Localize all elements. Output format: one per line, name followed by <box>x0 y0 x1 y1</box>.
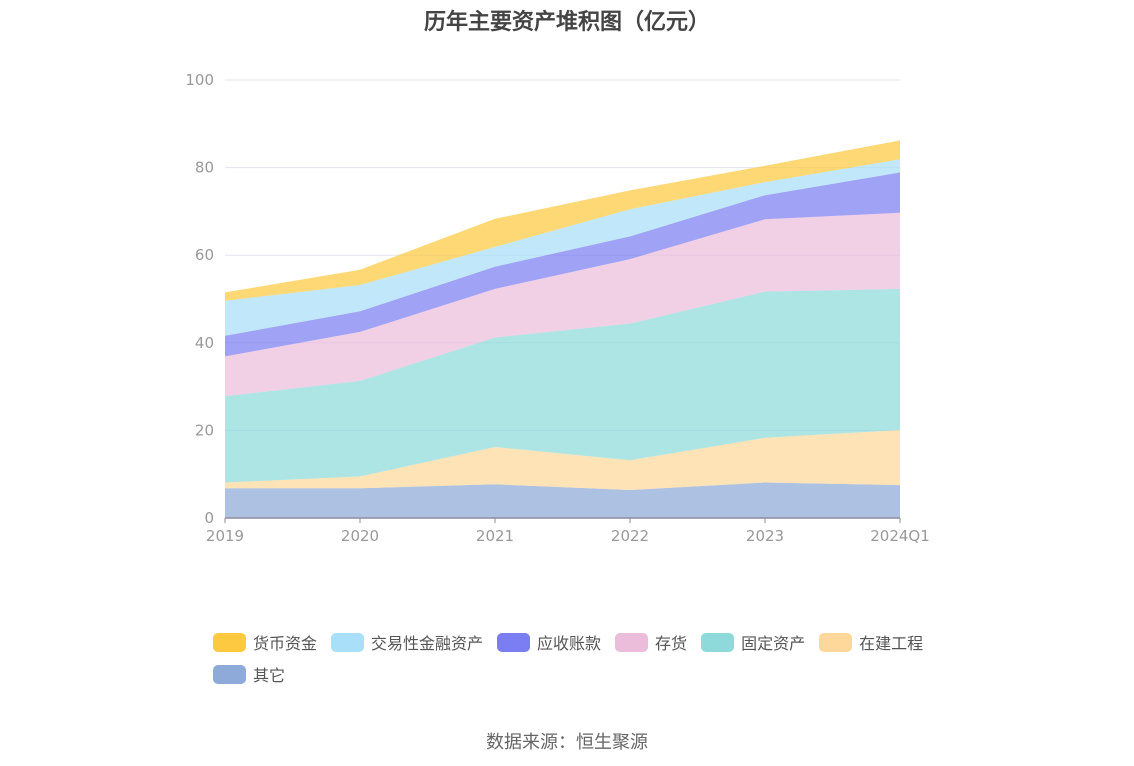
legend-label: 应收账款 <box>537 634 602 653</box>
legend: 货币资金 交易性金融资产 应收账款 存货 固定资产 在建工程其它 <box>213 630 973 694</box>
area-series-6 <box>225 140 900 301</box>
x-tick-label: 2020 <box>341 527 379 545</box>
y-tick-label: 100 <box>185 71 214 89</box>
stacked-area-chart: 0 20 40 60 80 100 2019 2020 2021 2022 2023 2024Q1 <box>185 71 929 545</box>
legend-label: 其它 <box>253 666 286 685</box>
area-series-0 <box>225 482 900 518</box>
axes: 0 20 40 60 80 100 2019 2020 2021 2022 2023 2024Q1 <box>185 71 929 545</box>
chart-title: 历年主要资产堆积图（亿元） <box>423 10 710 35</box>
legend-item[interactable]: 其它 <box>213 662 285 686</box>
legend-swatch <box>819 632 853 652</box>
x-tick-label: 2019 <box>206 527 244 545</box>
legend-item[interactable]: 货币资金 <box>213 630 317 654</box>
y-tick-label: 40 <box>195 334 214 352</box>
legend-label: 固定资产 <box>741 634 806 653</box>
legend-item[interactable]: 固定资产 <box>701 630 805 654</box>
area-series-5 <box>225 159 900 336</box>
y-tick-label: 20 <box>195 421 214 439</box>
legend-swatch <box>213 664 246 684</box>
legend-swatch <box>701 632 735 652</box>
y-tick-label: 0 <box>204 509 214 527</box>
area-series-1 <box>225 430 900 490</box>
legend-label: 交易性金融资产 <box>371 634 484 653</box>
legend-label: 存货 <box>655 634 688 653</box>
x-tick-label: 2023 <box>746 527 784 545</box>
area-series-4 <box>225 172 900 357</box>
legend-label: 在建工程 <box>859 634 924 653</box>
legend-swatch <box>615 632 649 652</box>
area-series-3 <box>225 212 900 397</box>
x-tick-label: 2024Q1 <box>870 527 930 545</box>
legend-item[interactable]: 存货 <box>615 630 687 654</box>
y-tick-label: 60 <box>195 246 214 264</box>
x-tick-label: 2021 <box>476 527 514 545</box>
x-tick-label: 2022 <box>611 527 649 545</box>
legend-item[interactable]: 应收账款 <box>497 630 601 654</box>
legend-swatch <box>213 632 246 652</box>
data-source: 数据来源：恒生聚源 <box>486 732 648 753</box>
legend-item[interactable]: 交易性金融资产 <box>331 630 483 654</box>
legend-item[interactable]: 在建工程 <box>819 630 923 654</box>
legend-label: 货币资金 <box>253 634 318 653</box>
legend-swatch <box>497 632 531 652</box>
area-series-2 <box>225 288 900 483</box>
legend-swatch <box>331 632 365 652</box>
y-tick-label: 80 <box>195 159 214 177</box>
area-series <box>225 140 900 518</box>
